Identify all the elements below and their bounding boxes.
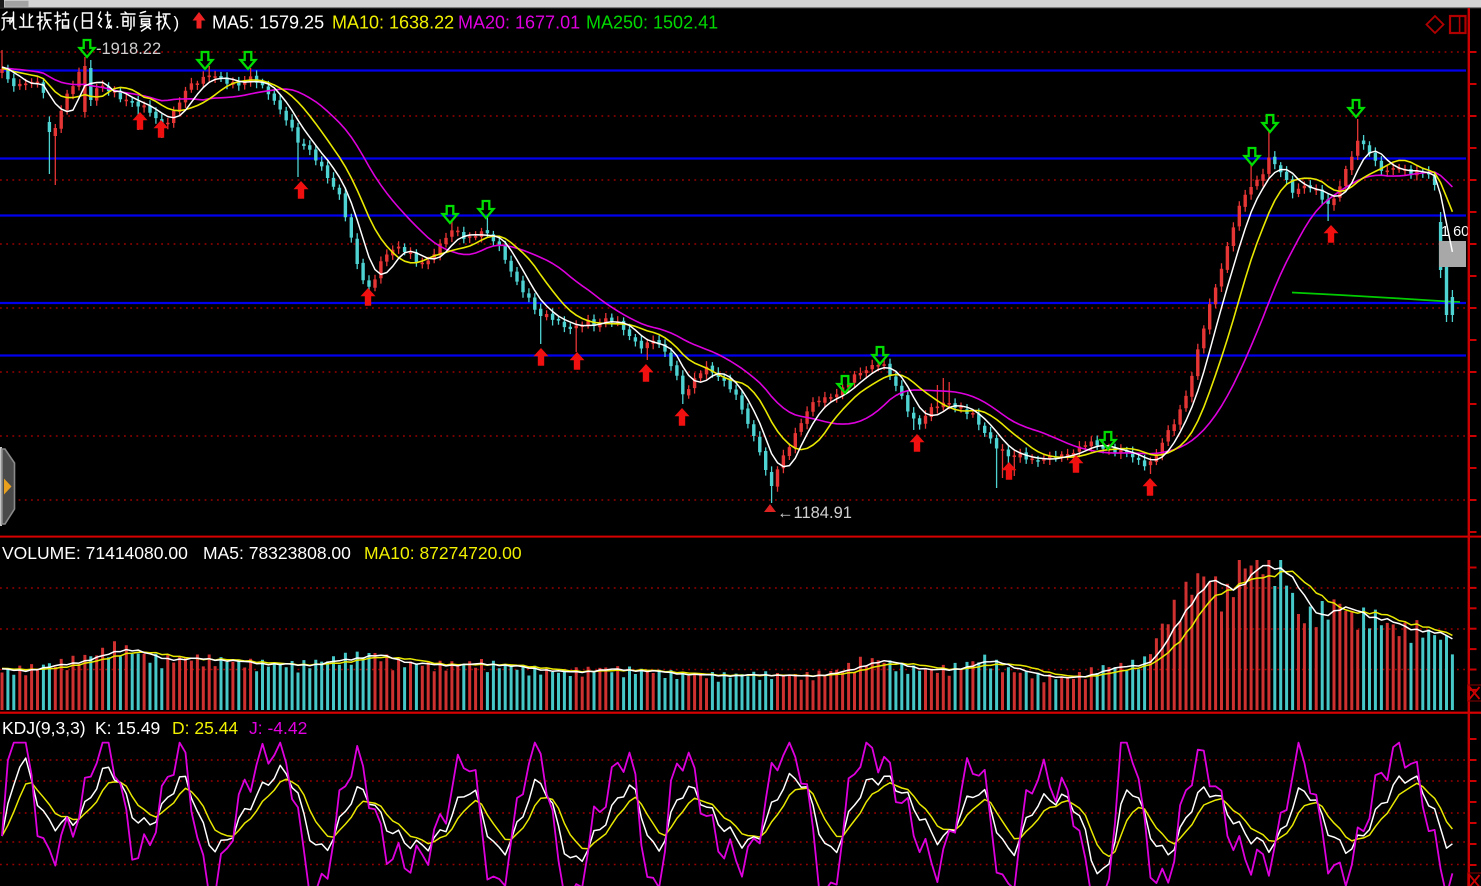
svg-text:): ) bbox=[174, 13, 180, 32]
svg-text:←1184.91: ←1184.91 bbox=[777, 504, 852, 522]
svg-text:(: ( bbox=[73, 13, 79, 32]
svg-text:K: 15.49: K: 15.49 bbox=[95, 718, 160, 738]
svg-text:.: . bbox=[115, 13, 120, 32]
svg-text:MA20: 1677.01: MA20: 1677.01 bbox=[458, 13, 580, 33]
svg-text:-1918.22: -1918.22 bbox=[96, 40, 161, 58]
svg-text:KDJ(9,3,3): KDJ(9,3,3) bbox=[2, 718, 86, 738]
svg-text:MA10: 1638.22: MA10: 1638.22 bbox=[332, 13, 454, 33]
svg-text:1 60: 1 60 bbox=[1441, 224, 1469, 240]
svg-text:D: 25.44: D: 25.44 bbox=[172, 718, 238, 738]
svg-text:MA10: 87274720.00: MA10: 87274720.00 bbox=[364, 543, 522, 563]
svg-text:VOLUME: 71414080.00: VOLUME: 71414080.00 bbox=[2, 543, 188, 563]
svg-text:J: -4.42: J: -4.42 bbox=[249, 718, 307, 738]
svg-text:MA250: 1502.41: MA250: 1502.41 bbox=[586, 13, 718, 33]
svg-text:MA5: 1579.25: MA5: 1579.25 bbox=[212, 13, 324, 33]
svg-text:MA5: 78323808.00: MA5: 78323808.00 bbox=[203, 543, 351, 563]
